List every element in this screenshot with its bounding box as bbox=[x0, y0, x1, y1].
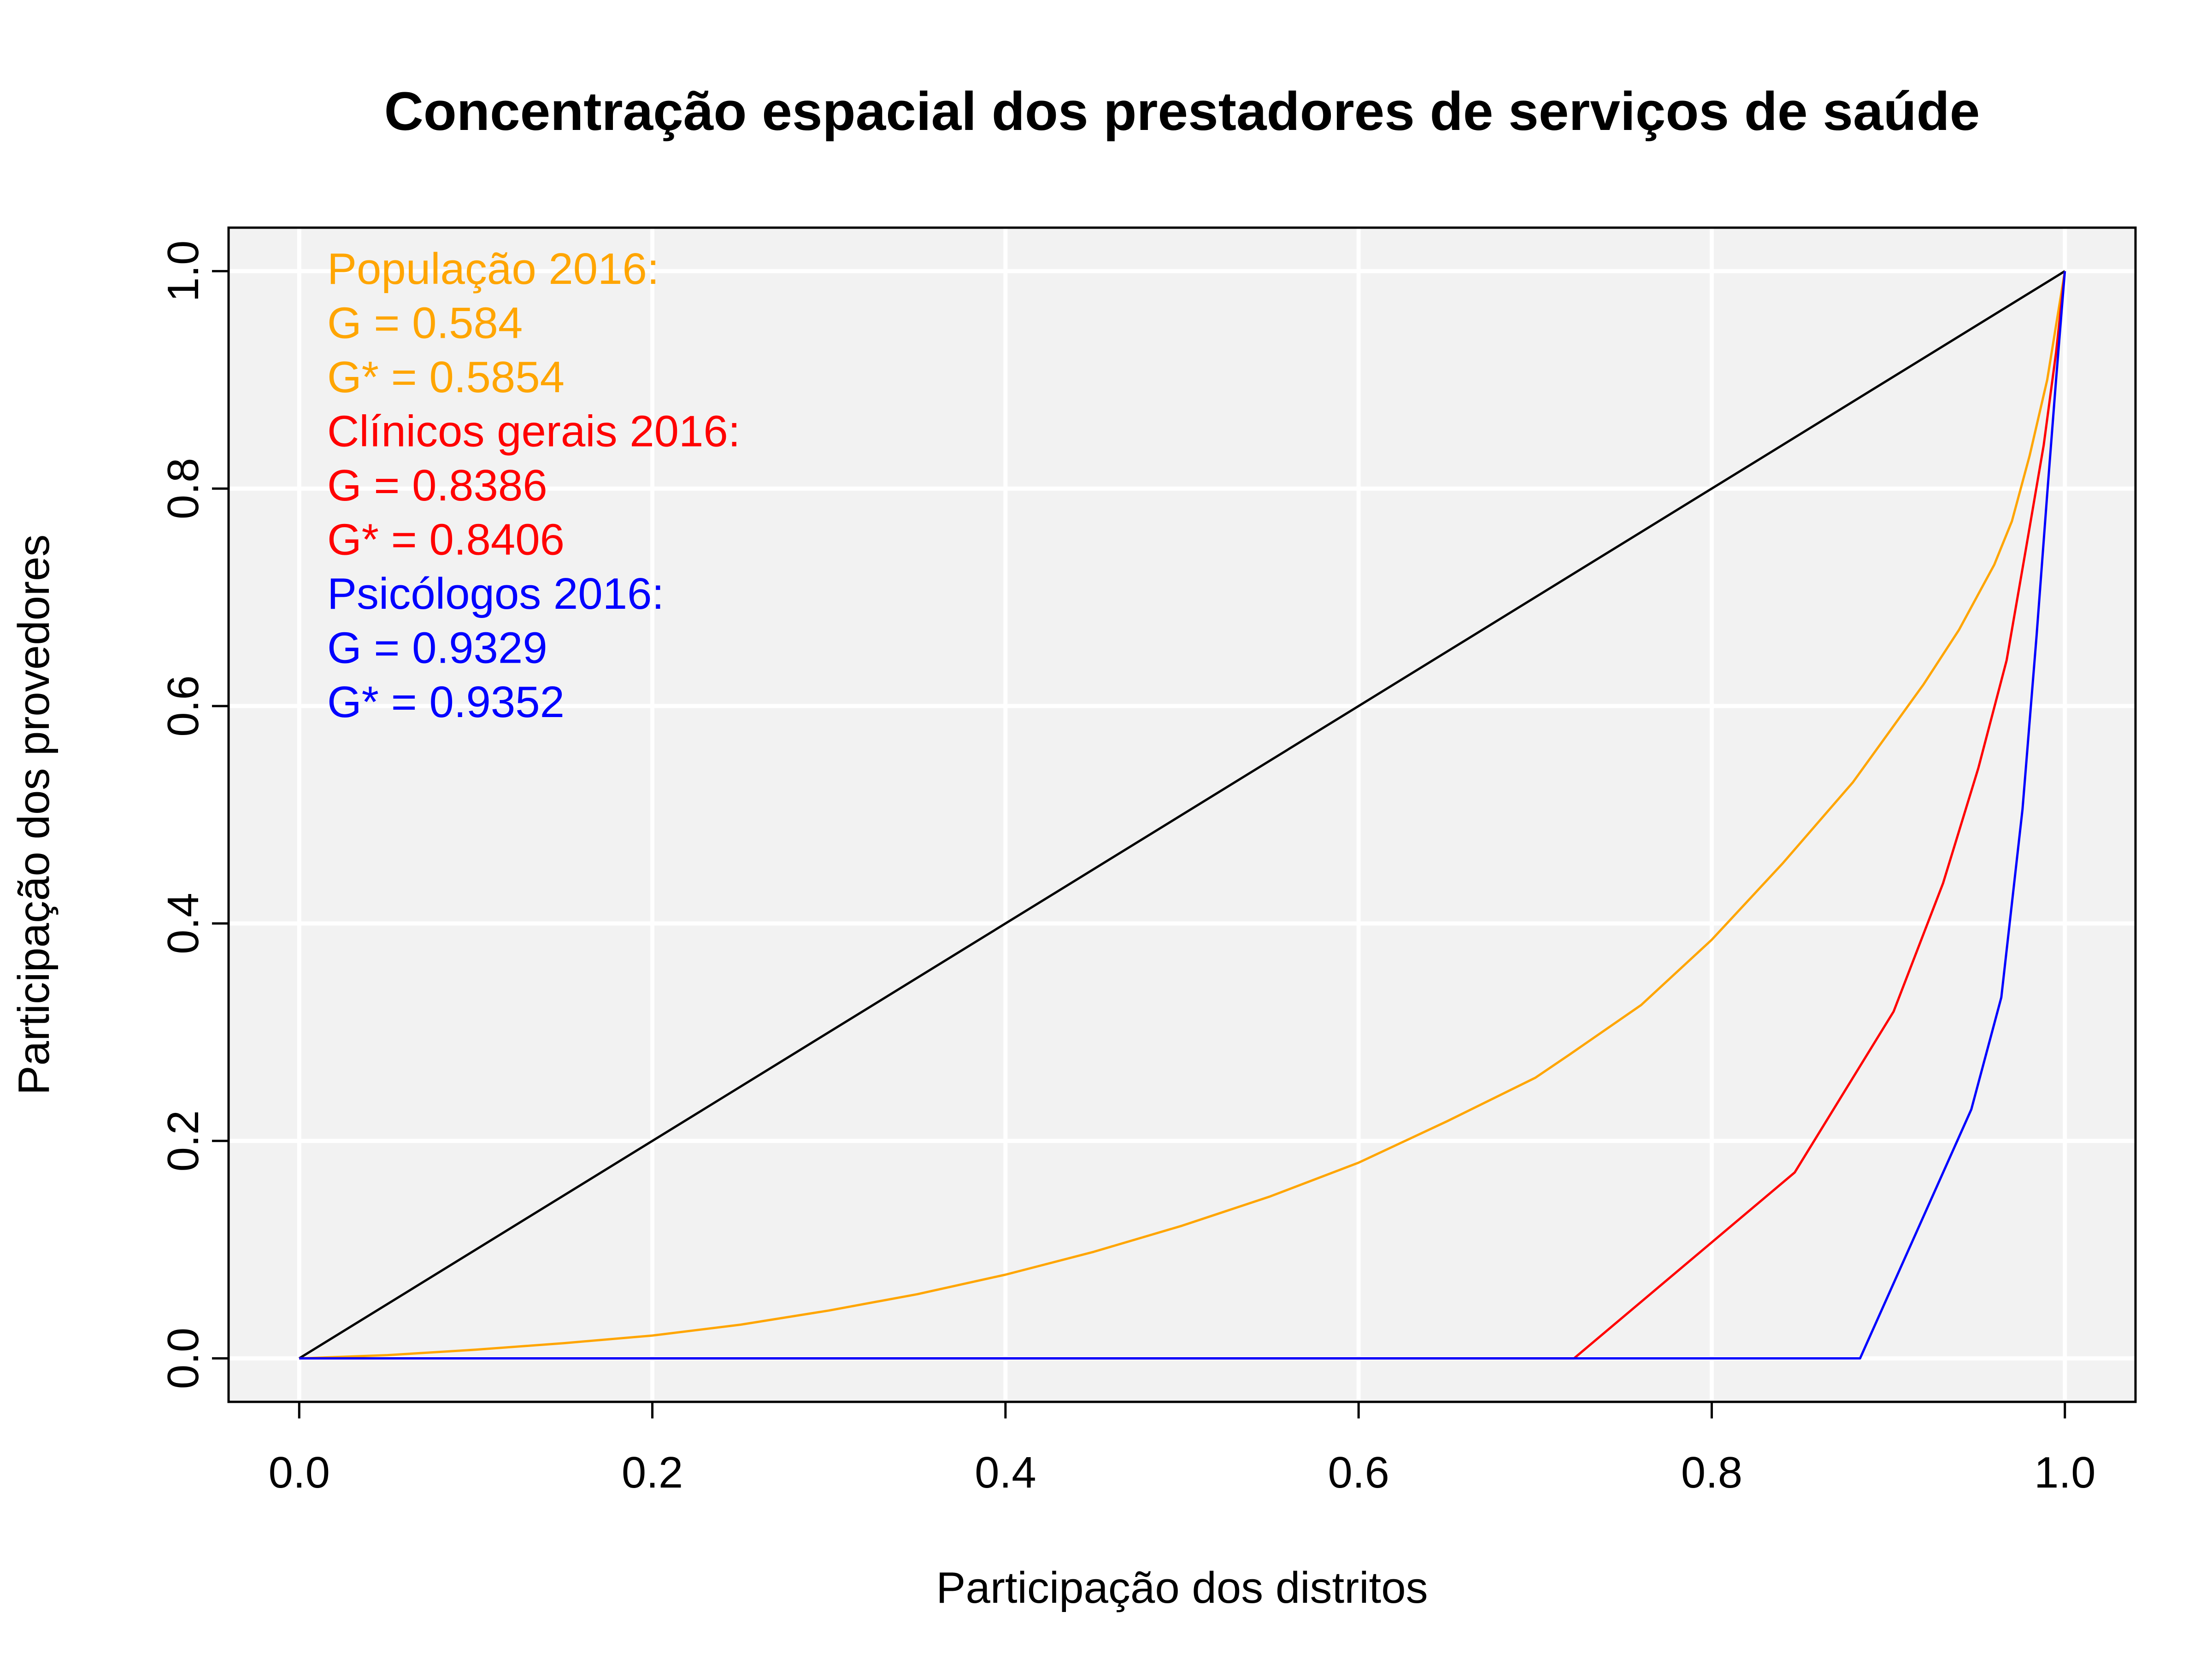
x-tick-label: 0.2 bbox=[622, 1448, 683, 1497]
annotation-text: G = 0.9329 bbox=[327, 624, 547, 673]
y-tick-label: 0.0 bbox=[159, 1328, 208, 1389]
chart-title: Concentração espacial dos prestadores de… bbox=[384, 81, 1980, 142]
annotation-text: População 2016: bbox=[327, 244, 659, 294]
x-tick-label: 0.8 bbox=[1681, 1448, 1742, 1497]
y-tick-label: 0.8 bbox=[159, 458, 208, 519]
annotation-text: G = 0.584 bbox=[327, 299, 523, 348]
x-tick-label: 0.6 bbox=[1328, 1448, 1389, 1497]
gini-annotations: População 2016: G = 0.584 G* = 0.5854 Clíni… bbox=[327, 244, 740, 727]
annotation-text: Clínicos gerais 2016: bbox=[327, 407, 740, 456]
series-lines bbox=[298, 270, 2066, 1360]
y-tick-label: 0.6 bbox=[159, 675, 208, 736]
x-axis-label: Participação dos distritos bbox=[936, 1563, 1428, 1612]
annotation-text: G* = 0.9352 bbox=[327, 677, 565, 727]
x-tick-label: 0.0 bbox=[269, 1448, 330, 1497]
y-tick-label: 1.0 bbox=[159, 241, 208, 302]
x-tick-label: 1.0 bbox=[2034, 1448, 2095, 1497]
annotation-text: Psicólogos 2016: bbox=[327, 569, 664, 618]
series-line-0 bbox=[298, 270, 2066, 1359]
annotation-text: G* = 0.8406 bbox=[327, 515, 565, 565]
series-line-3 bbox=[299, 271, 2066, 1360]
y-axis-label: Participação dos provedores bbox=[9, 535, 59, 1095]
series-line-1 bbox=[299, 271, 2066, 1360]
series-line-2 bbox=[299, 271, 2066, 1360]
x-axis: 0.0 0.2 0.4 0.6 0.8 1.0 bbox=[269, 1400, 2095, 1497]
annotation-text: G = 0.8386 bbox=[327, 461, 547, 510]
x-tick-label: 0.4 bbox=[975, 1448, 1036, 1497]
y-tick-label: 0.4 bbox=[159, 893, 208, 954]
annotation-text: G* = 0.5854 bbox=[327, 353, 565, 402]
y-axis: 0.0 0.2 0.4 0.6 0.8 1.0 bbox=[159, 241, 230, 1389]
y-tick-label: 0.2 bbox=[159, 1110, 208, 1171]
